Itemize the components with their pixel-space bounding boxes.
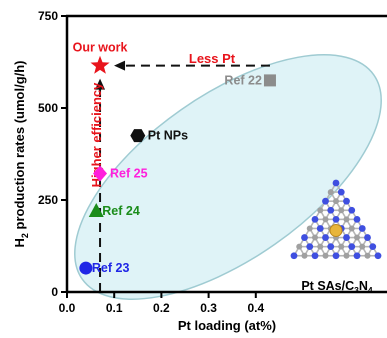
ref-25-marker — [93, 165, 108, 182]
lattice-n-atom — [290, 252, 298, 260]
lattice-n-atom — [332, 215, 340, 223]
ref-24-label: Ref 24 — [102, 204, 140, 218]
lattice-c-atom — [348, 225, 355, 232]
ref-24-marker — [88, 203, 104, 218]
x-tick-label: 0.1 — [106, 301, 123, 315]
y-tick-label: 0 — [51, 285, 58, 299]
lattice-c-atom — [322, 252, 329, 259]
lattice-c-atom — [312, 234, 318, 241]
ref-22-label: Ref 22 — [224, 73, 262, 87]
x-tick-label: 0.0 — [59, 301, 76, 315]
ref-22-marker — [263, 74, 276, 87]
lattice-n-atom — [322, 197, 329, 205]
lattice-n-atom — [374, 252, 382, 260]
x-tick-label: 0.4 — [247, 301, 264, 315]
our-work-marker — [90, 55, 110, 74]
pt-nps-label: Pt NPs — [148, 129, 188, 143]
lattice-c-atom — [327, 189, 334, 196]
ref-23-label: Ref 23 — [92, 261, 130, 275]
y-tick-label: 500 — [38, 101, 58, 115]
lattice-n-atom — [316, 225, 324, 232]
y-ticks: 0 250 500 750 — [38, 9, 67, 299]
less-pt-label: Less Pt — [189, 51, 236, 66]
lattice-n-atom — [332, 252, 340, 260]
lattice-n-atom — [327, 206, 335, 214]
lattice-c-atom — [359, 243, 366, 250]
x-ticks: 0.0 0.1 0.2 0.3 0.4 — [59, 292, 264, 315]
lattice-c-atom — [306, 225, 313, 232]
c3n4-lattice-inset — [290, 179, 382, 260]
pt-nps-marker — [130, 129, 146, 143]
lattice-n-atom — [306, 243, 314, 251]
lattice-n-atom — [332, 179, 340, 187]
lattice-n-atom — [343, 234, 350, 241]
lattice-c-atom — [322, 216, 329, 223]
ref-25-label: Ref 25 — [110, 167, 148, 181]
lattice-n-atom — [348, 206, 356, 214]
y-tick-label: 250 — [38, 193, 58, 207]
highlight-ellipse — [74, 54, 382, 300]
lattice-c-atom — [317, 207, 324, 214]
lattice-c-atom — [364, 252, 371, 259]
inset-label: Pt SAs/C3N4 — [301, 279, 373, 295]
lattice-n-atom — [364, 234, 371, 241]
y-axis-label: H2 production rates (umol/g/h) — [12, 60, 30, 247]
x-tick-label: 0.3 — [200, 301, 217, 315]
lattice-n-atom — [337, 188, 345, 196]
lattice-n-atom — [369, 243, 377, 251]
lattice-n-atom — [301, 234, 308, 241]
data-markers: Our work Ref 22 Pt NPs Ref 25 Ref 24 Ref 23 — [73, 41, 276, 275]
x-tick-label: 0.2 — [153, 301, 170, 315]
our-work-label: Our work — [73, 41, 128, 55]
ref-23-marker — [79, 261, 93, 275]
lattice-n-atom — [311, 215, 319, 223]
lattice-n-atom — [311, 252, 319, 260]
lattice-n-atom — [358, 225, 366, 232]
lattice-c-atom — [338, 243, 345, 250]
lattice-c-atom — [354, 234, 360, 241]
lattice-c-atom — [343, 252, 350, 259]
lattice-c-atom — [317, 243, 324, 250]
lattice-c-atom — [301, 252, 308, 259]
lattice-c-atom — [343, 216, 350, 223]
less-pt-arrowhead — [114, 60, 126, 71]
x-axis-label: Pt loading (at%) — [178, 318, 276, 333]
lattice-n-atom — [353, 215, 361, 223]
lattice-n-atom — [327, 243, 335, 251]
higher-efficiency-label: Higher efficiency — [89, 82, 104, 188]
higher-efficiency-arrowhead — [95, 78, 106, 90]
lattice-n-atom — [343, 197, 350, 205]
lattice-c-atom — [296, 243, 303, 250]
lattice-n-atom — [322, 234, 329, 241]
lattice-n-atom — [353, 252, 361, 260]
y-tick-label: 750 — [38, 9, 58, 23]
lattice-c-atom — [333, 198, 339, 205]
lattice-n-atom — [348, 243, 356, 251]
lattice-pt-atom — [329, 223, 343, 237]
lattice-c-atom — [338, 207, 345, 214]
